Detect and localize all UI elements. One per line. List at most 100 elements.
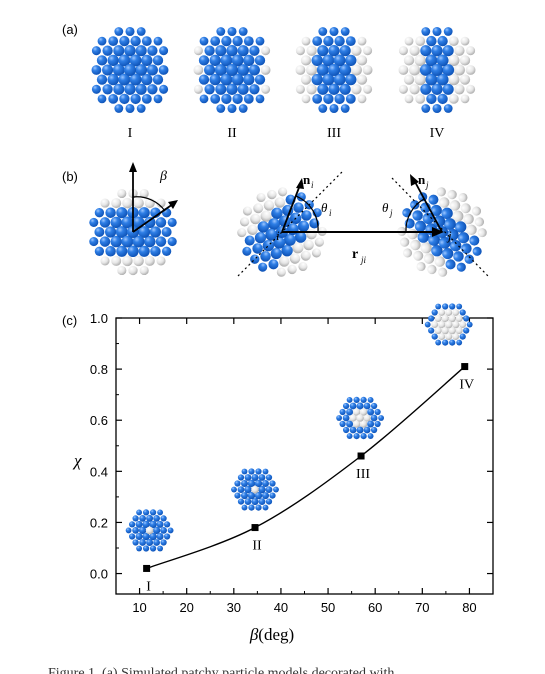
white-bead [193,46,203,56]
blue-bead [94,246,105,256]
blue-bead [370,402,378,410]
blue-bead [243,54,255,67]
blue-bead [156,533,164,540]
blue-bead [153,36,163,46]
blue-bead [262,504,269,511]
theta-j-subscript: j [389,208,393,218]
blue-bead [472,246,482,256]
white-bead [438,197,450,208]
blue-bead [119,35,130,47]
blue-bead [249,84,260,95]
blue-bead [363,426,371,434]
white-bead [402,248,413,258]
blue-bead [436,54,449,67]
blue-bead [244,498,252,505]
blue-bead [356,402,364,410]
white-bead [465,65,476,75]
white-bead [156,198,166,208]
particle-1 [91,26,169,114]
blue-bead [334,93,345,105]
blue-bead [135,533,143,540]
blue-bead [437,35,448,47]
blue-bead [265,498,273,505]
blue-bead [209,73,221,86]
white-bead [398,46,408,56]
white-bead [306,84,317,95]
fit-curve [146,366,466,570]
white-bead [415,93,426,104]
blue-bead [334,35,345,47]
blue-bead [108,93,119,104]
inset-particle-1 [125,509,174,552]
blue-bead [437,93,448,105]
white-bead [447,189,457,200]
blue-bead [435,339,442,346]
blue-bead [252,243,263,254]
data-point [143,564,151,572]
blue-bead [247,479,256,488]
blue-bead [220,73,233,86]
blue-bead [225,63,239,77]
blue-bead [146,514,154,522]
white-bead [300,55,312,66]
blue-bead [97,94,107,104]
blue-bead [136,545,143,552]
blue-bead [417,231,430,243]
blue-bead [424,321,431,328]
panel-a-label: (a) [62,22,78,37]
blue-bead [167,527,174,534]
white-bead [274,197,286,208]
white-bead [261,46,271,56]
blue-bead [254,55,266,66]
blue-bead [370,426,378,434]
white-bead [448,314,456,323]
blue-bead [147,84,158,95]
blue-bead [431,333,438,340]
blue-bead [158,65,169,75]
blue-bead [255,468,262,475]
blue-bead [152,55,164,66]
blue-bead [268,259,279,270]
panel-b-label: (b) [62,169,78,184]
x-tick-label: 40 [274,600,288,615]
blue-bead [237,474,245,481]
theta-i-subscript: i [329,208,332,218]
blue-bead [248,468,255,475]
white-bead [239,217,250,227]
blue-bead [421,27,431,36]
blue-bead [167,217,177,227]
inset-particle-3 [336,396,385,440]
blue-bead [360,396,367,404]
blue-bead [96,74,108,85]
blue-bead [121,235,134,248]
white-bead [193,84,203,94]
blue-bead [340,104,350,113]
blue-bead [136,104,146,113]
blue-bead [464,254,474,264]
white-bead [122,197,133,209]
blue-bead [268,218,281,231]
blue-bead [91,65,102,75]
blue-bead [167,237,177,247]
blue-bead [436,73,449,86]
blue-bead [349,402,357,410]
white-bead [100,256,110,266]
panel-c-label: (c) [62,313,77,328]
white-bead [448,54,460,67]
white-bead [117,188,127,199]
blue-bead [426,35,437,47]
white-bead [357,36,367,46]
blue-bead [327,63,341,77]
white-bead [247,224,258,236]
blue-bead [113,83,125,95]
white-bead [267,189,277,200]
blue-bead [262,492,269,500]
white-bead [466,46,476,56]
blue-bead [163,533,171,540]
blue-bead [339,45,351,57]
white-bead [449,200,461,211]
beta-symbol: β [159,169,167,184]
white-bead [409,84,420,95]
white-bead [237,228,247,238]
